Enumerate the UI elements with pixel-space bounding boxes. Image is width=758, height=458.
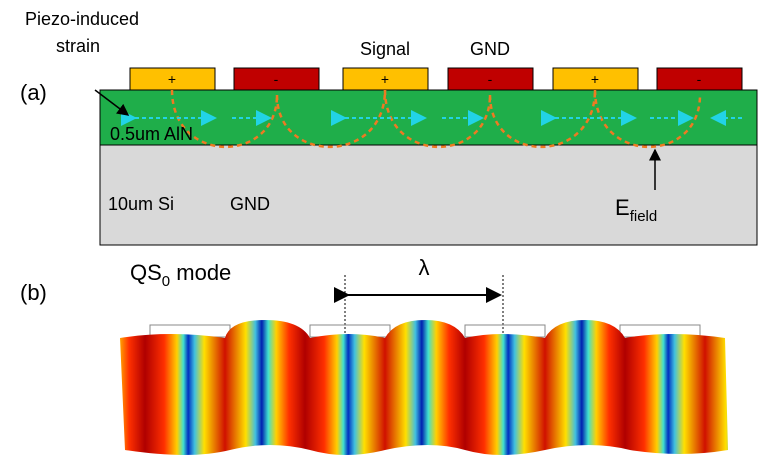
panel-label: (a) <box>20 80 47 105</box>
mode-rest: mode <box>170 260 231 285</box>
gnd-label: GND <box>470 39 510 59</box>
aln-label: 0.5um AlN <box>110 124 193 144</box>
strain-label: Piezo-induced <box>25 9 139 29</box>
electrode-polarity: + <box>591 71 599 87</box>
mode-label: QS0 mode <box>130 260 231 290</box>
electrode-polarity: - <box>274 71 279 87</box>
electrode-polarity: + <box>168 71 176 87</box>
electrode-polarity: - <box>488 71 493 87</box>
si-label: 10um Si <box>108 194 174 214</box>
diagram: + - + - + - Piezo-induced strain Signal GND (… <box>0 0 758 458</box>
electrodes: + - + - + - <box>130 68 742 90</box>
mode-main: QS <box>130 260 162 285</box>
signal-label: Signal <box>360 39 410 59</box>
panel-label: (b) <box>20 280 47 305</box>
lambda-label: λ <box>419 255 430 280</box>
page: + - + - + - Piezo-induced strain Signal GND (… <box>0 0 758 458</box>
electrode-polarity: + <box>381 71 389 87</box>
gnd-label: GND <box>230 194 270 214</box>
mode-sub: 0 <box>162 273 170 290</box>
strain-label: strain <box>56 36 100 56</box>
electrode-polarity: - <box>697 71 702 87</box>
efield-sub: field <box>630 208 658 225</box>
mode-shape <box>120 320 728 455</box>
si-layer <box>100 145 757 245</box>
efield-main: E <box>615 195 630 220</box>
